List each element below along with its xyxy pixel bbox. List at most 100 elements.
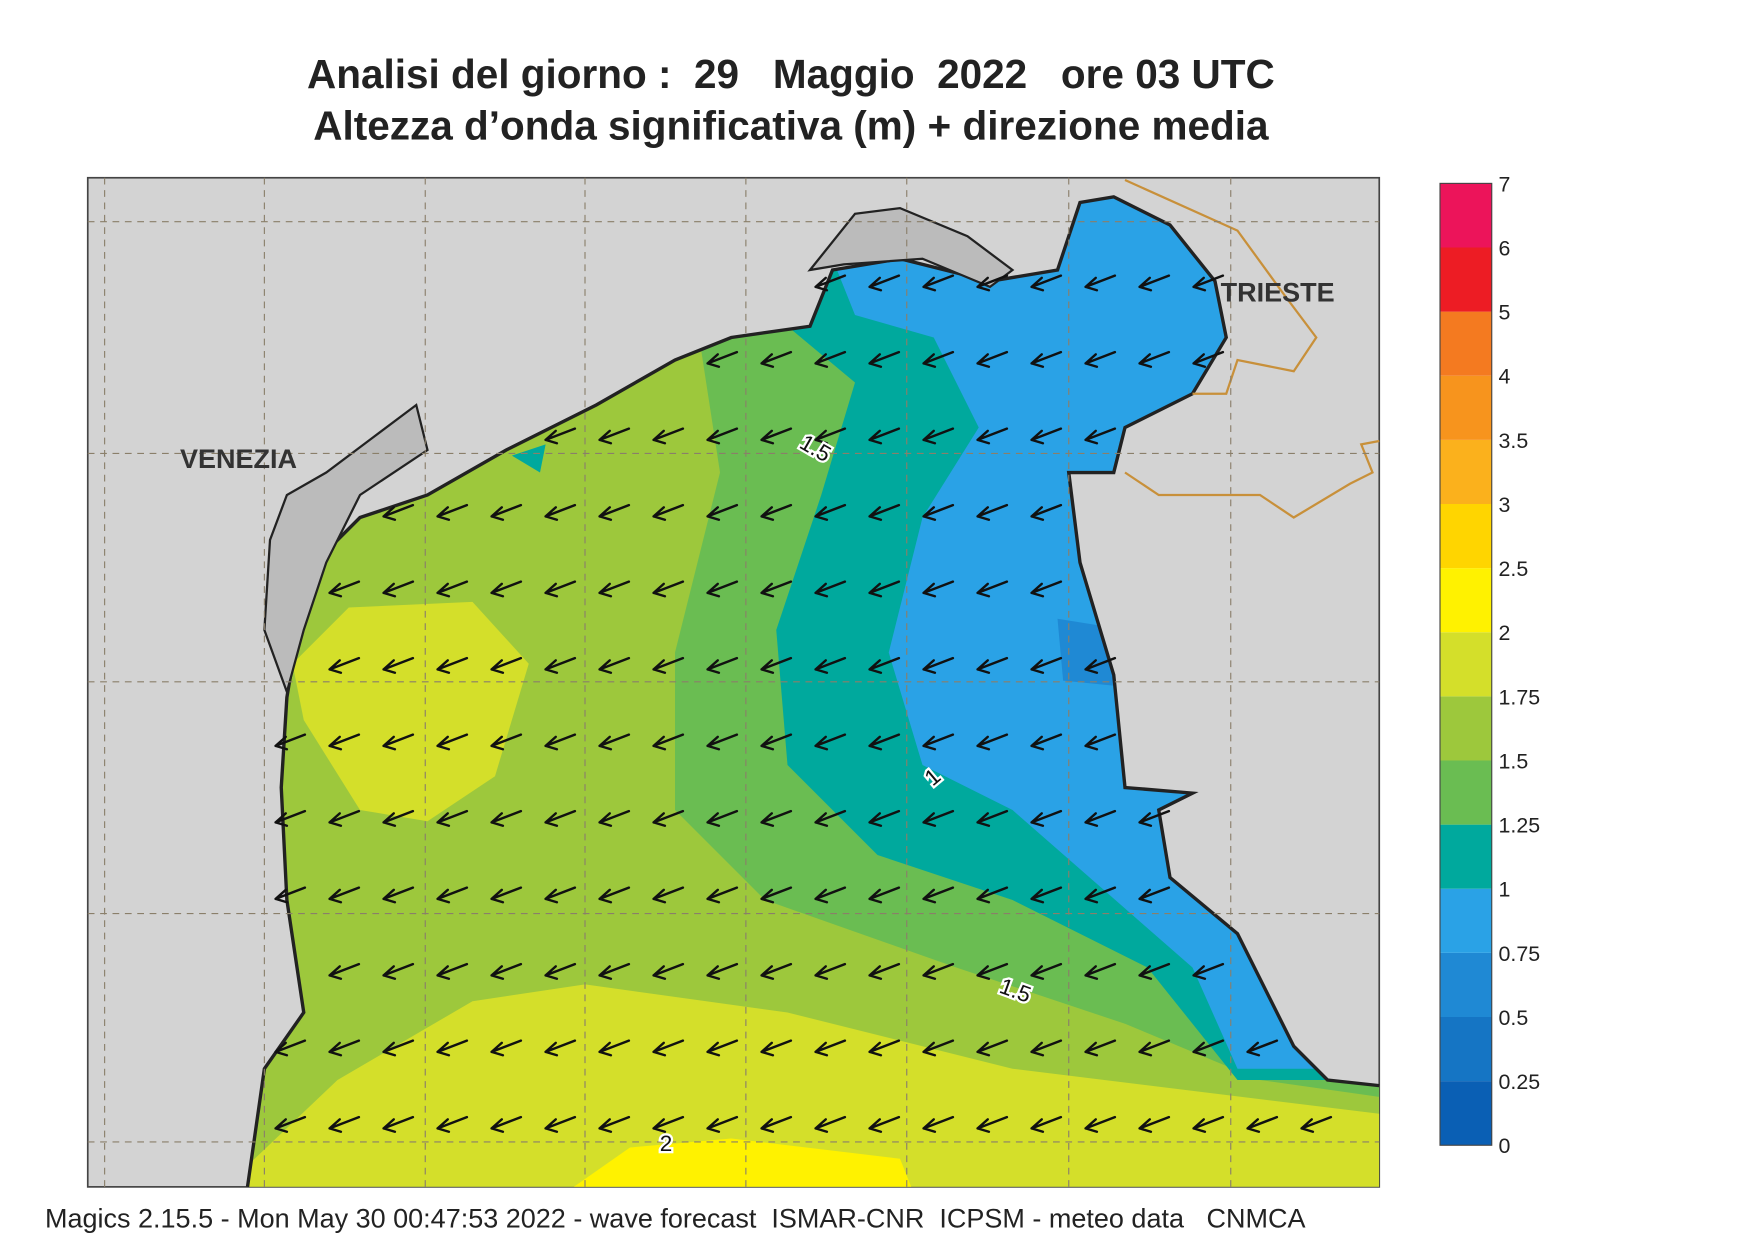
arrow <box>706 733 739 751</box>
arrow <box>652 427 685 445</box>
arrow <box>436 733 469 751</box>
arrow <box>814 427 847 445</box>
colorbar-band <box>1440 183 1492 248</box>
arrow <box>1084 962 1117 980</box>
arrow <box>868 427 901 445</box>
arrow <box>436 503 469 521</box>
arrow <box>544 962 577 980</box>
arrow <box>922 1039 955 1057</box>
colorbar-band <box>1440 888 1492 953</box>
arrow <box>976 1115 1009 1133</box>
arrow <box>652 962 685 980</box>
arrow <box>868 580 901 598</box>
arrow <box>706 1039 739 1057</box>
colorbar-label: 3.5 <box>1499 429 1529 453</box>
arrow <box>976 656 1009 674</box>
arrow <box>1030 350 1063 368</box>
arrow <box>652 733 685 751</box>
arrow <box>1030 1115 1063 1133</box>
arrow <box>1084 427 1117 445</box>
arrow <box>814 733 847 751</box>
arrow <box>760 350 793 368</box>
lagoon <box>263 403 429 696</box>
arrow <box>868 1115 901 1133</box>
arrow <box>760 580 793 598</box>
arrow <box>1192 962 1225 980</box>
arrow <box>328 962 361 980</box>
arrow <box>814 809 847 827</box>
arrow <box>382 580 415 598</box>
arrow <box>490 656 523 674</box>
arrow <box>490 733 523 751</box>
place-label: VENEZIA <box>180 444 297 474</box>
arrow <box>1138 350 1171 368</box>
colorbar-label: 0.5 <box>1499 1006 1529 1030</box>
arrow <box>760 427 793 445</box>
arrow <box>706 427 739 445</box>
arrow <box>544 503 577 521</box>
arrow <box>976 962 1009 980</box>
arrow <box>706 809 739 827</box>
colorbar-label: 0.25 <box>1499 1070 1541 1094</box>
band-1-75 <box>247 984 1380 1187</box>
arrow <box>598 656 631 674</box>
arrow <box>922 350 955 368</box>
arrow <box>1084 350 1117 368</box>
arrow <box>1030 1039 1063 1057</box>
colorbar-label: 5 <box>1499 301 1511 325</box>
colorbar-label: 1.75 <box>1499 685 1541 709</box>
arrow <box>814 886 847 904</box>
arrow <box>598 427 631 445</box>
colorbar-band <box>1440 311 1492 376</box>
arrow <box>1138 274 1171 292</box>
arrow <box>652 503 685 521</box>
arrow <box>436 962 469 980</box>
arrow <box>490 1039 523 1057</box>
arrow <box>598 1115 631 1133</box>
arrow <box>328 580 361 598</box>
arrow <box>436 1115 469 1133</box>
arrow <box>598 503 631 521</box>
arrow <box>598 886 631 904</box>
arrow <box>706 886 739 904</box>
arrow <box>1030 503 1063 521</box>
colorbar-band <box>1440 375 1492 440</box>
arrow <box>1246 1115 1279 1133</box>
arrow <box>382 1115 415 1133</box>
colorbar-label: 1.5 <box>1499 749 1529 773</box>
arrow <box>1030 886 1063 904</box>
arrow <box>868 1039 901 1057</box>
arrow <box>598 809 631 827</box>
colorbar-band <box>1440 696 1492 761</box>
arrow <box>544 1115 577 1133</box>
arrow <box>544 427 577 445</box>
colorbar-frame <box>1439 182 1493 1146</box>
arrow <box>922 1115 955 1133</box>
arrow <box>1138 886 1171 904</box>
direction-arrows <box>274 274 1333 1133</box>
arrow <box>922 427 955 445</box>
lagoon <box>807 206 1015 289</box>
colorbar-band <box>1440 439 1492 504</box>
arrow <box>976 809 1009 827</box>
arrow <box>706 1115 739 1133</box>
arrow <box>760 962 793 980</box>
arrow <box>436 580 469 598</box>
arrow <box>1084 809 1117 827</box>
arrow <box>976 886 1009 904</box>
arrow <box>436 1039 469 1057</box>
arrow <box>868 350 901 368</box>
arrow <box>1030 427 1063 445</box>
arrow <box>814 274 847 292</box>
arrow <box>922 503 955 521</box>
colorbar-label: 6 <box>1499 236 1511 260</box>
arrow <box>1192 350 1225 368</box>
arrow <box>868 733 901 751</box>
arrow <box>328 656 361 674</box>
colorbar-label: 0 <box>1499 1134 1511 1158</box>
colorbar-band <box>1440 504 1492 569</box>
colorbar-label: 0.75 <box>1499 942 1541 966</box>
arrow <box>1246 1039 1279 1057</box>
arrow <box>598 1039 631 1057</box>
